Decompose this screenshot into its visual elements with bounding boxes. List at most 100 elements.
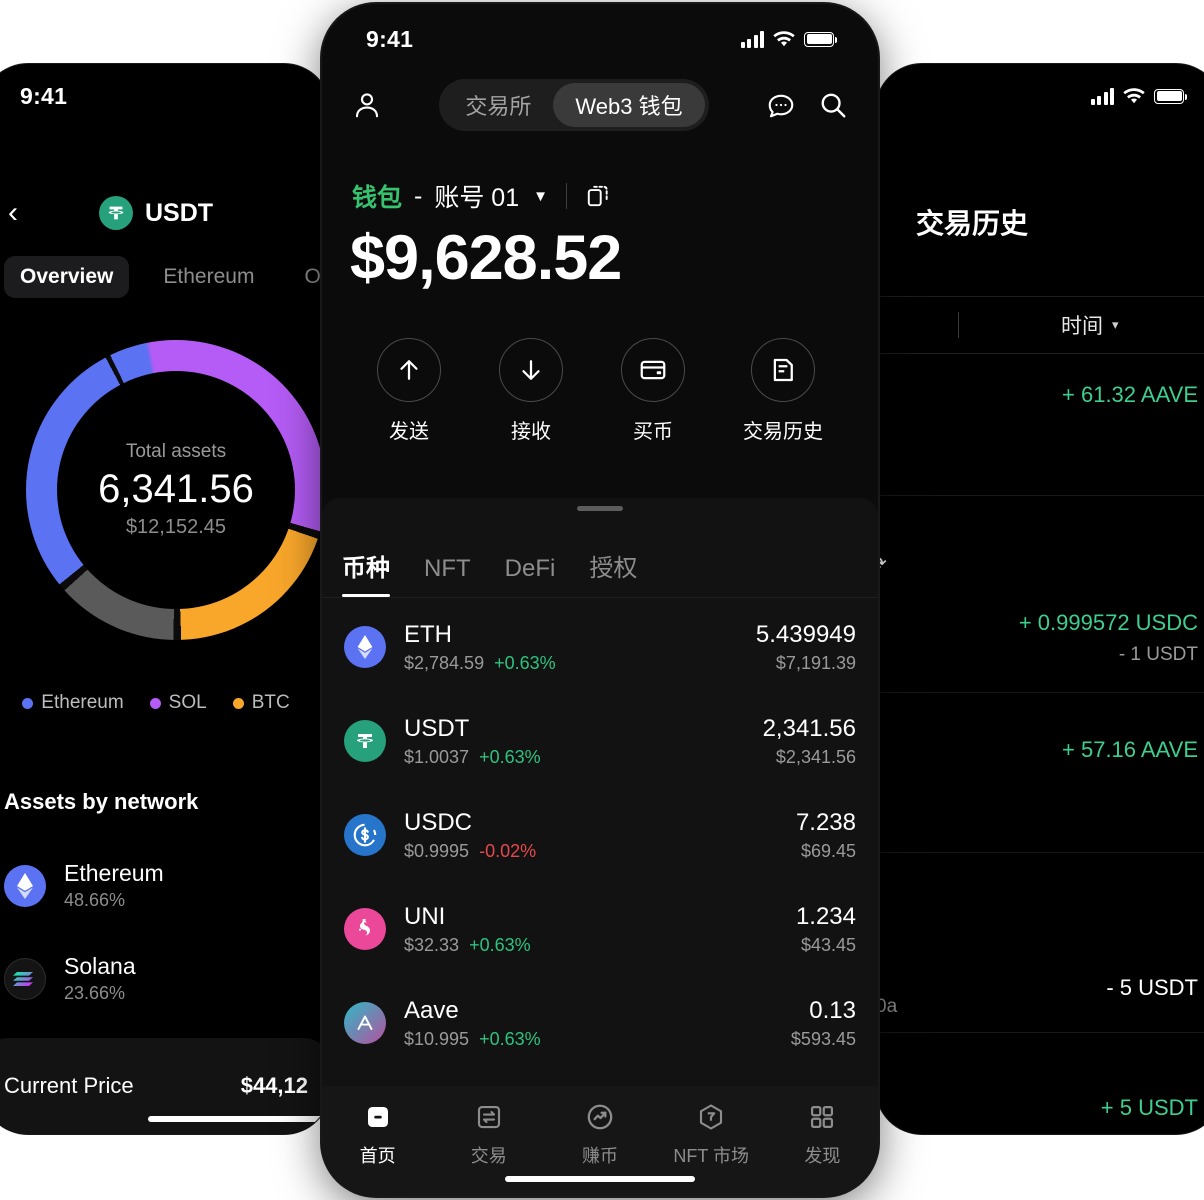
token-info: Aave $10.995 +0.63%	[404, 997, 773, 1050]
home-icon	[361, 1100, 395, 1134]
left-tab-strip: Overview Ethereum O	[0, 256, 330, 298]
token-price-row: $10.995 +0.63%	[404, 1029, 773, 1050]
token-info: USDT $1.0037 +0.63%	[404, 715, 745, 768]
tab-approvals[interactable]: 授权	[589, 555, 638, 582]
nft-icon	[694, 1100, 728, 1134]
account-selector[interactable]: 钱包 - 账号 01 ▼	[352, 178, 611, 214]
action-history[interactable]: 交易历史	[743, 338, 823, 444]
table-row[interactable]: ⟳ + 0.999572 USDC - 1 USDT	[876, 496, 1204, 693]
chevron-left-icon[interactable]: ‹	[8, 196, 18, 229]
person-icon[interactable]	[352, 90, 382, 120]
sheet-grabber[interactable]	[577, 506, 623, 511]
coin-name: USDT	[144, 198, 214, 227]
tab-label: NFT 市场	[673, 1146, 750, 1166]
current-price-label: Current Price	[4, 1073, 134, 1098]
table-row[interactable]: + 5 USDT ba86	[876, 1033, 1204, 1134]
token-holdings: 7.238 $69.45	[796, 809, 856, 862]
tx-amount: + 0.999572 USDC	[1018, 610, 1198, 635]
network-name: Solana	[64, 953, 136, 979]
credit-card-icon	[621, 338, 685, 402]
segment-exchange[interactable]: 交易所	[465, 94, 532, 119]
action-buy[interactable]: 买币	[621, 338, 685, 444]
tab-label: 交易	[470, 1146, 507, 1166]
filter-time[interactable]: 时间 ▾	[1061, 310, 1119, 340]
token-balance: 2,341.56	[762, 714, 856, 742]
token-value: $43.45	[800, 934, 856, 955]
copy-icon[interactable]	[585, 183, 611, 209]
tab-discover[interactable]: 发现	[767, 1100, 878, 1168]
tab-home[interactable]: 首页	[322, 1100, 433, 1168]
filter-time-label: 时间	[1061, 315, 1103, 338]
swap-icon	[472, 1100, 506, 1134]
token-symbol: UNI	[404, 902, 446, 930]
network-info: Ethereum 48.66%	[64, 860, 164, 911]
token-holdings: 0.13 $593.45	[791, 997, 856, 1050]
tab-trade[interactable]: 交易	[433, 1100, 544, 1168]
token-value: $593.45	[790, 1028, 856, 1049]
network-row-ethereum[interactable]: Ethereum 48.66%	[4, 839, 330, 932]
right-phone: 交易历史 ▾ 时间 ▾ + 61.32 AAVE ⟳ + 0.999572 US…	[876, 64, 1204, 1134]
token-symbol: USDC	[404, 808, 473, 836]
left-phone: 9:41 ‹ USDT Overview Ethereum O	[0, 64, 330, 1134]
table-row[interactable]: + 57.16 AAVE	[876, 693, 1204, 853]
token-price-row: $0.9995 -0.02%	[404, 841, 778, 862]
account-separator: -	[414, 181, 423, 210]
search-icon[interactable]	[818, 90, 848, 120]
tx-amount: + 61.32 AAVE	[1062, 382, 1198, 407]
status-time: 9:41	[366, 25, 414, 52]
discover-icon	[805, 1100, 839, 1134]
action-receive[interactable]: 接收	[499, 338, 563, 444]
status-icons	[1090, 87, 1188, 105]
list-item[interactable]: USDT $1.0037 +0.63% 2,341.56 $2,341.56	[322, 694, 878, 788]
tab-earn[interactable]: 赚币	[544, 1100, 655, 1168]
quick-actions: 发送 接收 买币	[322, 338, 878, 444]
token-price: $0.9995	[404, 840, 470, 861]
list-item[interactable]: UNI $32.33 +0.63% 1.234 $43.45	[322, 882, 878, 976]
tab-defi[interactable]: DeFi	[504, 555, 556, 582]
home-indicator	[505, 1176, 695, 1182]
list-item[interactable]: ETH $2,784.59 +0.63% 5.439949 $7,191.39	[322, 600, 878, 694]
tab-other[interactable]: O	[304, 265, 321, 288]
center-phone-screen: 9:41 交易所 Web3 钱包	[322, 4, 878, 1196]
chat-bubble-icon[interactable]	[766, 90, 796, 120]
uniswap-icon	[344, 908, 386, 950]
asset-tab-strip: 币种 NFT DeFi 授权	[322, 534, 878, 598]
arrow-up-icon	[377, 338, 441, 402]
assets-by-network-title: Assets by network	[4, 789, 199, 814]
tab-overview[interactable]: Overview	[4, 256, 130, 298]
wallet-label: 钱包	[352, 184, 403, 212]
status-icons	[740, 30, 838, 48]
page-title: USDT	[0, 196, 330, 230]
token-value: $7,191.39	[775, 652, 856, 673]
action-label: 交易历史	[743, 421, 823, 443]
table-row[interactable]: - 5 USDT 0a	[876, 853, 1204, 1033]
filter-divider	[958, 312, 959, 338]
donut-label: Total assets	[125, 441, 227, 462]
network-row-solana[interactable]: Solana 23.66%	[4, 932, 330, 1025]
network-name: Ethereum	[64, 860, 164, 886]
tab-nft[interactable]: NFT	[424, 555, 471, 582]
tab-tokens[interactable]: 币种	[342, 548, 390, 597]
transaction-filter-bar: ▾ 时间 ▾	[876, 296, 1204, 354]
tab-nft-market[interactable]: NFT 市场	[656, 1100, 767, 1168]
token-change: -0.02%	[479, 840, 537, 861]
header-icons	[766, 90, 848, 120]
usdt-icon	[344, 720, 386, 762]
list-item[interactable]: Aave $10.995 +0.63% 0.13 $593.45	[322, 976, 878, 1070]
token-info: USDC $0.9995 -0.02%	[404, 809, 778, 862]
assets-sheet: 币种 NFT DeFi 授权 ETH $2,784.59	[322, 498, 878, 1196]
left-phone-screen: 9:41 ‹ USDT Overview Ethereum O	[0, 64, 330, 1134]
table-row[interactable]: + 61.32 AAVE	[876, 356, 1204, 496]
chevron-down-icon: ▼	[533, 187, 548, 205]
legend-item-ethereum: Ethereum	[22, 692, 124, 714]
account-name: 账号 01	[434, 184, 520, 212]
center-header: 交易所 Web3 钱包	[322, 74, 878, 136]
list-item[interactable]: USDC $0.9995 -0.02% 7.238 $69.45	[322, 788, 878, 882]
token-symbol: ETH	[404, 620, 452, 648]
segment-web3-wallet[interactable]: Web3 钱包	[553, 83, 705, 127]
tab-ethereum[interactable]: Ethereum	[163, 265, 255, 288]
tx-subamount: - 1 USDT	[1118, 644, 1198, 665]
chevron-down-icon: ▾	[1112, 317, 1119, 332]
action-send[interactable]: 发送	[377, 338, 441, 444]
